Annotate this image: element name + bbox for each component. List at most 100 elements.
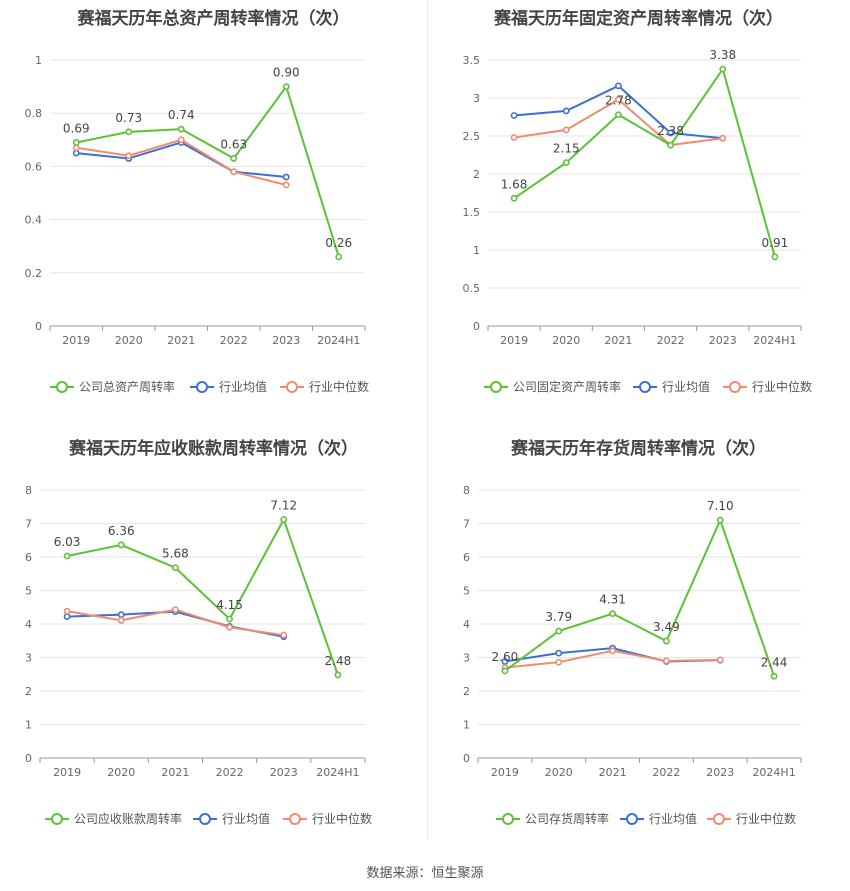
median-series-point <box>72 144 80 152</box>
legend-label: 公司固定资产周转率 <box>513 379 621 394</box>
y-tick-label: 2 <box>25 685 32 698</box>
company-series-point <box>771 253 779 261</box>
average-series-point <box>555 649 563 657</box>
company-series-point <box>72 139 80 146</box>
legend-label: 行业中位数 <box>309 379 369 394</box>
y-tick-label: 0 <box>25 752 32 765</box>
chart-title: 赛福天历年固定资产周转率情况（次） <box>494 9 783 29</box>
median-series-point <box>226 623 233 631</box>
legend-marker <box>199 813 211 825</box>
legend-label: 公司总资产周转率 <box>79 379 175 394</box>
company-series-point <box>177 125 185 133</box>
y-tick-label: 8 <box>25 484 32 497</box>
y-tick-label: 0.4 <box>25 214 43 227</box>
legend-item-company-series: 公司固定资产周转率 <box>484 379 621 394</box>
y-tick-label: 0.6 <box>25 160 43 173</box>
data-label: 6.36 <box>108 524 135 538</box>
legend-item-average-series: 行业均值 <box>190 379 267 394</box>
legend-item-average-series: 行业均值 <box>620 811 697 826</box>
legend-marker <box>639 381 651 393</box>
company-series-point <box>667 141 674 149</box>
line-chart: 0 0.5 1 1.5 2 2.5 3 3.5 2019 2020 2021 2022 2023 2024… <box>463 48 813 394</box>
y-tick-label: 2 <box>473 168 480 181</box>
x-tick-label: 2023 <box>709 334 737 347</box>
median-series-point <box>663 657 670 665</box>
x-tick-label: 2024H1 <box>752 766 795 779</box>
data-label: 0.91 <box>762 236 789 250</box>
data-label: 1.68 <box>501 177 528 191</box>
x-tick-label: 2022 <box>652 766 680 779</box>
company-series-point <box>282 83 290 90</box>
median-series-point <box>510 134 518 141</box>
median-series-point <box>555 658 563 666</box>
data-label: 2.44 <box>761 655 788 669</box>
company-series-point <box>663 637 670 645</box>
average-series-point <box>510 112 518 119</box>
x-tick-label: 2021 <box>167 334 195 347</box>
data-label: 0.69 <box>63 121 90 135</box>
median-series-point <box>716 656 724 664</box>
legend-item-median-series: 行业中位数 <box>280 379 369 394</box>
chart-panel-inventory-turnover: 赛福天历年存货周转率情况（次） 0 1 2 3 4 5 6 7 8 2019 2020 2021 202… <box>427 430 850 840</box>
legend-label: 行业均值 <box>662 379 710 394</box>
y-tick-label: 0 <box>463 752 470 765</box>
line-chart: 0 1 2 3 4 5 6 7 8 2019 2020 2021 2022 2023 2024H1 2.60 3… <box>463 484 802 826</box>
x-tick-label: 2023 <box>272 334 300 347</box>
company-series-point <box>562 159 570 166</box>
y-tick-label: 3 <box>463 652 470 665</box>
legend-item-average-series: 行业均值 <box>193 811 270 826</box>
legend-marker <box>56 381 68 393</box>
company-series-point <box>335 253 343 261</box>
y-tick-label: 0.2 <box>25 267 43 280</box>
company-series-point <box>510 194 518 202</box>
y-tick-label: 0 <box>35 320 42 333</box>
x-tick-label: 2019 <box>62 334 90 347</box>
company-series-point <box>63 552 71 560</box>
y-tick-label: 5 <box>25 585 32 598</box>
x-tick-label: 2022 <box>216 766 244 779</box>
company-series-point <box>716 516 724 524</box>
data-label: 0.63 <box>220 137 247 151</box>
data-label: 6.03 <box>54 535 81 549</box>
data-label: 0.26 <box>325 236 352 250</box>
y-tick-label: 1.5 <box>463 206 481 219</box>
data-label: 2.78 <box>605 94 632 108</box>
data-label: 2.48 <box>325 654 352 668</box>
company-series-point <box>280 516 288 523</box>
x-tick-label: 2024H1 <box>316 766 359 779</box>
chart-title: 赛福天历年存货周转率情况（次） <box>511 439 766 459</box>
data-label: 2.60 <box>492 650 519 664</box>
y-tick-label: 1 <box>25 719 32 732</box>
chart-panel-fixed-asset-turnover: 赛福天历年固定资产周转率情况（次） 0 0.5 1 1.5 2 2.5 3 3.5 2019 20… <box>427 0 850 414</box>
company-series-line <box>66 517 339 676</box>
panel-divider <box>427 0 428 840</box>
y-tick-label: 6 <box>25 551 32 564</box>
median-series-point <box>230 168 238 176</box>
data-label: 3.79 <box>545 610 572 624</box>
median-series-point <box>280 631 288 639</box>
legend-item-company-series: 公司总资产周转率 <box>50 379 175 394</box>
median-series-point <box>615 96 622 103</box>
legend-label: 行业中位数 <box>752 379 812 394</box>
data-label: 7.12 <box>270 498 297 512</box>
y-tick-label: 2.5 <box>463 130 481 143</box>
x-tick-label: 2021 <box>599 766 627 779</box>
x-tick-label: 2020 <box>107 766 135 779</box>
median-series-point <box>177 136 185 144</box>
data-label: 5.68 <box>162 547 189 561</box>
legend-item-company-series: 公司应收账款周转率 <box>45 811 182 826</box>
chart-title: 赛福天历年应收账款周转率情况（次） <box>69 439 358 459</box>
average-series-point <box>501 658 509 665</box>
y-tick-label: 3 <box>473 92 480 105</box>
data-label: 2.38 <box>657 124 684 138</box>
data-label: 0.73 <box>115 111 142 125</box>
company-series-point <box>609 610 616 618</box>
company-series-line <box>513 66 776 258</box>
average-series-point <box>667 129 674 137</box>
legend-label: 行业均值 <box>649 811 697 826</box>
company-series-point <box>770 672 778 680</box>
legend-marker <box>713 813 725 825</box>
y-tick-label: 0 <box>473 320 480 333</box>
y-tick-label: 1 <box>35 54 42 67</box>
average-series-point <box>72 149 80 157</box>
